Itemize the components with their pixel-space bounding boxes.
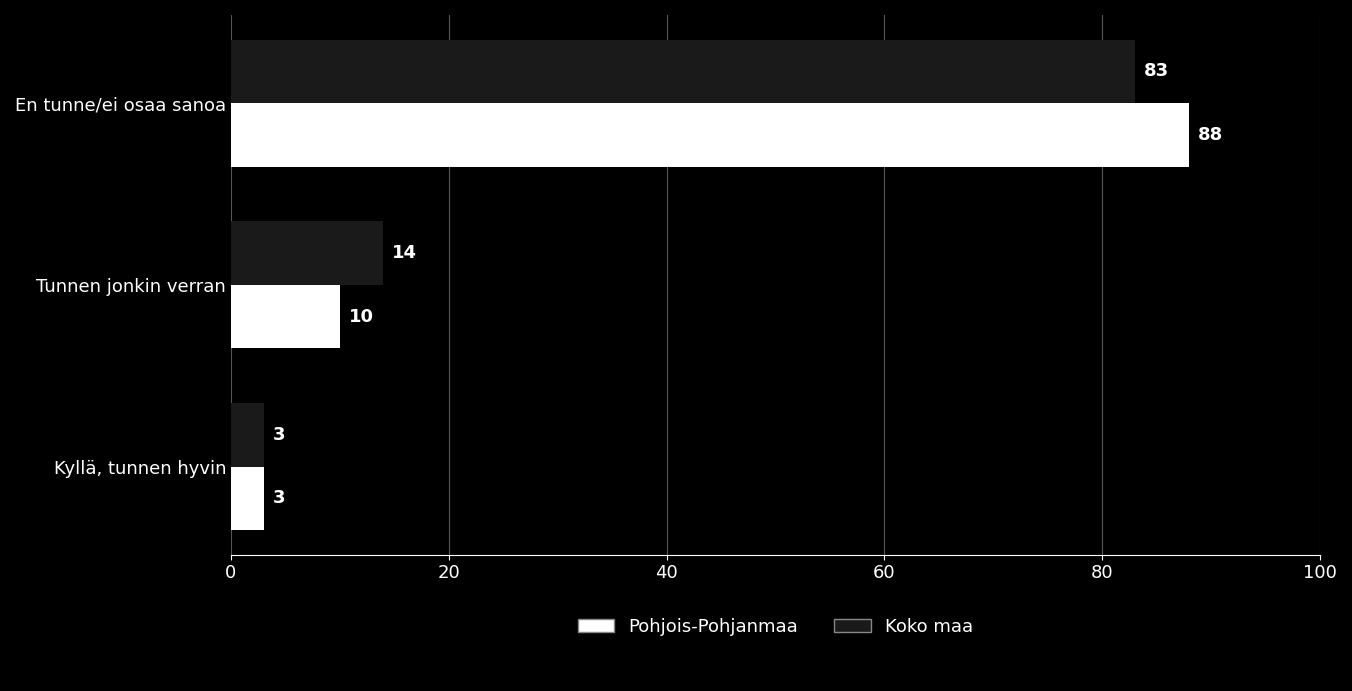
Bar bbox=[231, 39, 1134, 103]
Bar bbox=[231, 403, 264, 466]
Bar bbox=[231, 221, 384, 285]
Text: 14: 14 bbox=[392, 244, 418, 262]
Bar bbox=[231, 466, 264, 530]
Bar bbox=[231, 285, 339, 348]
Bar bbox=[231, 103, 1190, 167]
Text: 88: 88 bbox=[1198, 126, 1224, 144]
Legend: Pohjois-Pohjanmaa, Koko maa: Pohjois-Pohjanmaa, Koko maa bbox=[571, 610, 980, 643]
Text: 3: 3 bbox=[272, 489, 285, 507]
Text: 83: 83 bbox=[1144, 62, 1168, 80]
Text: 10: 10 bbox=[349, 307, 373, 325]
Text: 3: 3 bbox=[272, 426, 285, 444]
